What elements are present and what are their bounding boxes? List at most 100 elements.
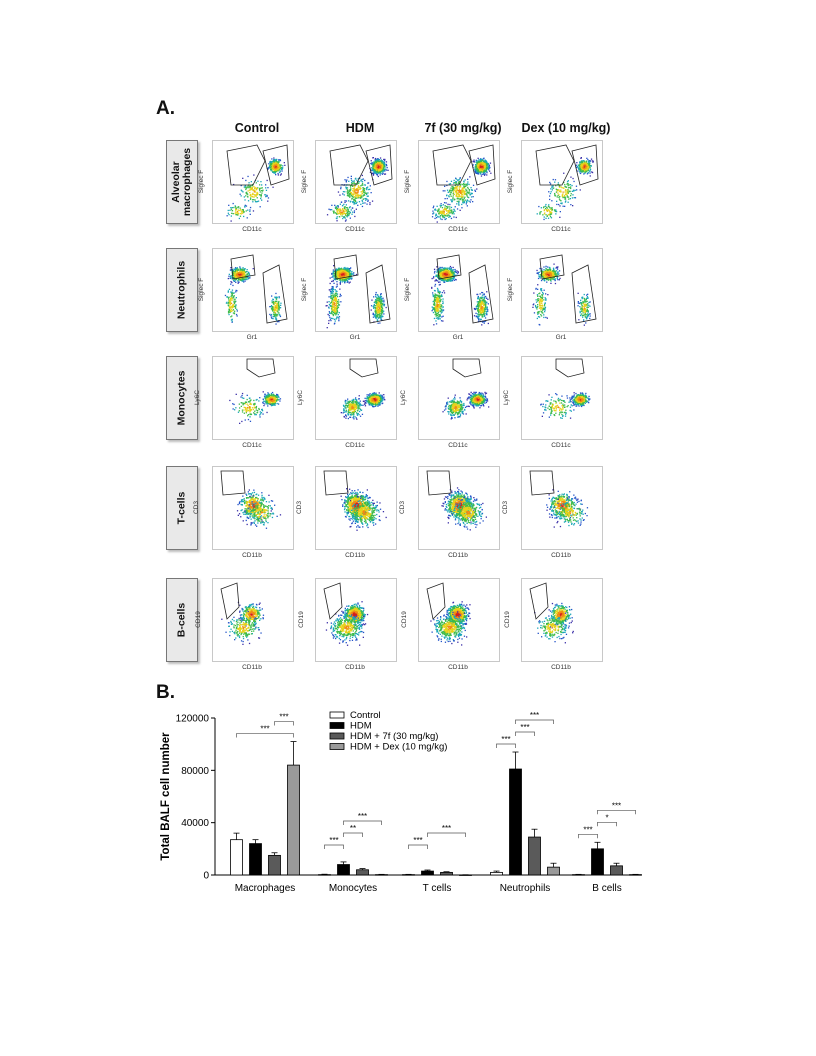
x-axis-label: CD11c xyxy=(551,226,571,233)
bar-chart: Total BALF cell number 0 40000 80000 120000 M… xyxy=(160,710,642,894)
significance-bracket xyxy=(578,833,598,839)
bar xyxy=(287,764,300,876)
x-axis-label: Gr1 xyxy=(349,334,361,341)
row-label: T-cells xyxy=(166,466,198,550)
flow-plot xyxy=(212,466,294,550)
flow-plot xyxy=(521,356,603,440)
column-header: 7f (30 mg/kg) xyxy=(424,121,502,135)
gate-outline xyxy=(323,470,349,496)
legend-swatch xyxy=(329,743,345,750)
x-axis-label: Gr1 xyxy=(452,334,464,341)
legend-label: HDM xyxy=(350,721,372,732)
legend-swatch xyxy=(329,732,345,740)
flow-plot xyxy=(418,248,500,332)
y-axis-label: CD19 xyxy=(194,611,202,628)
gate-outline xyxy=(333,254,359,280)
flow-plot xyxy=(521,140,603,224)
flow-plot xyxy=(315,466,397,550)
gate-outline xyxy=(539,254,565,280)
gate-outline xyxy=(555,358,585,378)
flow-plot xyxy=(315,140,397,224)
gate-outline xyxy=(529,470,555,496)
legend-label: Control xyxy=(350,710,381,721)
y-axis-label: CD3 xyxy=(502,500,510,515)
y-axis-label: Ly6C xyxy=(296,390,304,405)
x-axis-label: CD11b xyxy=(345,664,365,671)
x-axis-label: CD11b xyxy=(242,552,262,559)
significance-bracket xyxy=(515,719,554,725)
bar xyxy=(356,869,369,876)
significance-label: *** xyxy=(279,713,288,722)
gate-outline xyxy=(220,582,240,620)
gate-outline xyxy=(535,144,575,186)
bar xyxy=(509,768,522,876)
x-axis-label: CD11b xyxy=(345,552,365,559)
y-axis-label: Ly6C xyxy=(502,390,510,405)
significance-bracket xyxy=(597,821,617,827)
significance-label: *** xyxy=(358,812,367,821)
flow-plot xyxy=(418,578,500,662)
y-axis-title: Total BALF cell number xyxy=(160,732,172,861)
panel-b-label: B. xyxy=(156,682,175,703)
bar xyxy=(421,870,434,876)
legend-swatch xyxy=(329,722,345,729)
gate-outline xyxy=(329,144,369,186)
gate-outline xyxy=(220,470,246,496)
significance-label: ** xyxy=(350,824,356,833)
legend-label: HDM + 7f (30 mg/kg) xyxy=(350,731,438,742)
x-axis-label: CD11c xyxy=(551,442,571,449)
x-axis-label: CD11b xyxy=(242,664,262,671)
flow-plot xyxy=(212,248,294,332)
flow-plot xyxy=(212,578,294,662)
gate-outline xyxy=(262,264,288,324)
bar xyxy=(249,843,262,876)
flow-plot xyxy=(418,466,500,550)
gate-outline xyxy=(436,254,462,280)
gate-outline xyxy=(529,582,549,620)
x-axis-label: CD11c xyxy=(345,442,365,449)
bar xyxy=(318,874,331,876)
x-axis-label: Gr1 xyxy=(555,334,567,341)
gate-outline xyxy=(246,358,276,378)
panel-a-label: A. xyxy=(156,98,175,119)
gate-outline xyxy=(262,144,290,186)
x-axis-label: Gr1 xyxy=(246,334,258,341)
gate-outline xyxy=(426,582,446,620)
significance-label: *** xyxy=(329,836,338,845)
significance-label: *** xyxy=(260,725,269,734)
significance-label: * xyxy=(605,813,608,822)
bar xyxy=(610,865,623,876)
y-axis-label: Ly6C xyxy=(399,390,407,405)
bar xyxy=(591,848,604,876)
significance-bracket xyxy=(324,844,344,849)
category-label: T cells xyxy=(423,883,452,894)
y-axis-label: Siglec F xyxy=(301,277,309,302)
x-axis-label: CD11c xyxy=(242,442,262,449)
gate-outline xyxy=(432,144,472,186)
flow-plot xyxy=(315,578,397,662)
significance-bracket xyxy=(408,844,428,849)
row-label: Alveolar macrophages xyxy=(166,140,198,224)
flow-plot xyxy=(521,466,603,550)
bar xyxy=(337,864,350,876)
x-axis-label: CD11c xyxy=(242,226,262,233)
y-tick-label: 120000 xyxy=(176,714,210,725)
bar xyxy=(490,871,503,876)
y-axis-label: Siglec F xyxy=(198,277,206,302)
gate-outline xyxy=(468,264,494,324)
flow-plot xyxy=(315,248,397,332)
y-axis-label: Siglec F xyxy=(507,277,515,302)
x-axis-label: CD11c xyxy=(345,226,365,233)
flow-plot xyxy=(315,356,397,440)
y-tick-label: 0 xyxy=(203,871,209,882)
y-axis-label: CD3 xyxy=(399,500,407,515)
significance-label: *** xyxy=(501,735,510,744)
significance-bracket xyxy=(427,832,466,837)
bar xyxy=(547,866,560,876)
bar xyxy=(230,839,243,876)
flow-plot xyxy=(418,140,500,224)
row-label: Neutrophils xyxy=(166,248,198,332)
category-label: Macrophages xyxy=(235,883,296,894)
y-axis-label: Ly6C xyxy=(193,390,201,405)
flow-plot xyxy=(212,140,294,224)
